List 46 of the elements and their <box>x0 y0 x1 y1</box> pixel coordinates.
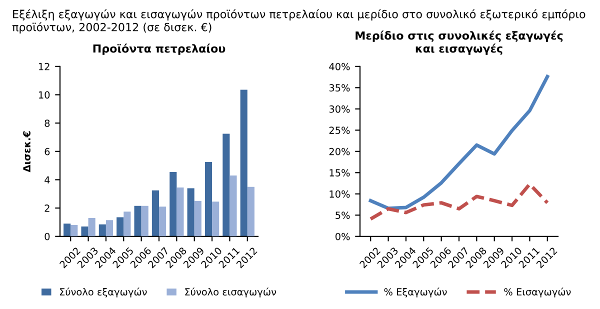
legend-label: Σύνολο εισαγωγών <box>185 288 276 298</box>
y-axis-title: Δισεκ.€ <box>23 131 31 172</box>
bar <box>124 212 131 236</box>
bar <box>222 134 230 236</box>
bar <box>187 188 194 236</box>
y-tick-label: 0 <box>44 232 50 240</box>
legend-label: % Εξαγωγών <box>384 288 447 298</box>
y-tick-label: 25% <box>329 126 350 134</box>
bar <box>106 220 114 236</box>
bar <box>204 162 212 236</box>
bar <box>247 186 254 236</box>
y-tick-label: 8 <box>44 120 50 127</box>
bar <box>81 226 88 236</box>
bar <box>152 190 159 236</box>
y-tick-label: 10% <box>330 190 350 198</box>
y-tick-label: 12 <box>38 62 50 70</box>
legend-label: % Εισαγωγών <box>504 288 571 298</box>
legend-label: Σύνολο εξαγωγών <box>60 288 147 298</box>
y-tick-label: 0% <box>335 232 350 240</box>
bar <box>134 206 142 236</box>
bar <box>159 206 166 236</box>
y-tick-label: 10 <box>38 91 50 99</box>
bar <box>240 90 248 236</box>
bar <box>98 224 106 236</box>
y-tick-label: 6 <box>44 148 50 156</box>
y-tick-label: 40% <box>329 62 350 70</box>
bar <box>194 200 202 236</box>
y-tick-label: 5% <box>336 212 350 219</box>
y-tick-label: 20% <box>329 148 350 156</box>
line-series <box>368 74 550 210</box>
y-tick-label: 15% <box>330 169 350 176</box>
y-tick-label: 30% <box>329 105 350 113</box>
chart-title: Προϊόντα πετρελαίου <box>93 44 226 55</box>
bar <box>170 172 177 236</box>
y-tick-label: 4 <box>44 176 50 184</box>
line-series <box>368 182 550 221</box>
bar <box>64 224 71 236</box>
bar <box>88 218 96 236</box>
bar <box>70 225 78 236</box>
bar <box>116 217 124 236</box>
bar <box>176 188 184 236</box>
y-tick-label: 35% <box>329 84 350 92</box>
y-tick-label: 2 <box>44 204 50 212</box>
bar <box>230 175 237 236</box>
bar <box>141 206 148 236</box>
bar <box>212 202 220 236</box>
